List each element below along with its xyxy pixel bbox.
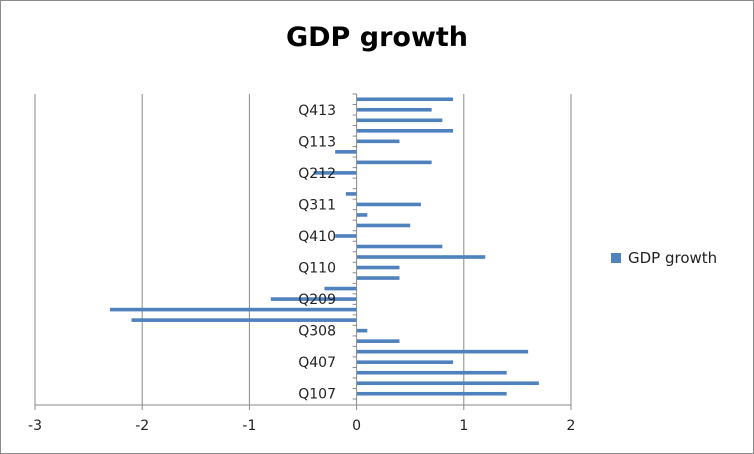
bar-Q313 [356,118,443,123]
bar-Q307 [356,370,507,375]
y-tick-label: Q113 [298,134,336,150]
bar-Q410 [335,234,357,238]
bar-Q114 [356,97,454,102]
bar-Q210 [356,255,486,259]
bar-Q407 [356,360,454,364]
chart-title: GDP growth [285,22,469,53]
bar-Q108 [356,349,529,354]
x-tick-label: -2 [135,418,149,434]
y-tick-label: Q212 [298,166,336,182]
bar-Q107 [356,391,507,396]
y-tick-label: Q107 [298,387,336,403]
bar-Q308 [356,328,368,333]
bar-Q413 [356,107,432,112]
x-tick-label: -3 [28,418,42,434]
x-tick-label: 2 [567,418,576,434]
bar-Q209 [270,297,357,301]
bar-Q208 [356,339,400,343]
x-axis [34,93,572,410]
bar-Q408 [131,318,357,322]
bar-Q212 [313,171,357,175]
y-tick-label: Q413 [298,103,336,119]
bar-Q312 [356,160,432,165]
x-tick-label: 0 [352,418,361,434]
y-tick-label: Q209 [298,292,336,308]
x-tick-label: -1 [242,418,256,434]
x-axis-labels: -3 -2 -1 0 1 2 [28,418,575,434]
bar-Q310 [356,244,443,249]
legend: GDP growth [611,249,717,267]
y-tick-label: Q110 [298,261,336,277]
bars [110,97,539,396]
bar-Q409 [356,276,400,280]
bar-Q109 [110,307,357,312]
bar-Q207 [356,381,539,386]
bar-Q113 [356,139,400,144]
bar-Q412 [335,150,357,154]
bar-Q309 [324,286,357,291]
bar-Q110 [356,265,400,270]
bar-Q213 [356,129,454,133]
legend-label: GDP growth [628,249,718,267]
y-axis-labels: Q107 Q407 Q308 Q209 Q110 Q410 Q311 Q212 Q113 Q413 [298,103,336,403]
y-tick-label: Q407 [298,355,336,371]
y-tick-label: Q311 [298,197,336,213]
y-tick-label: Q308 [298,324,336,340]
bar-Q211 [356,213,368,217]
y-tick-label: Q410 [298,229,336,245]
bar-Q411 [345,192,357,196]
bar-Q111 [356,223,411,228]
x-tick-label: 1 [459,418,468,434]
legend-swatch [611,253,621,263]
bar-Q311 [356,202,421,207]
